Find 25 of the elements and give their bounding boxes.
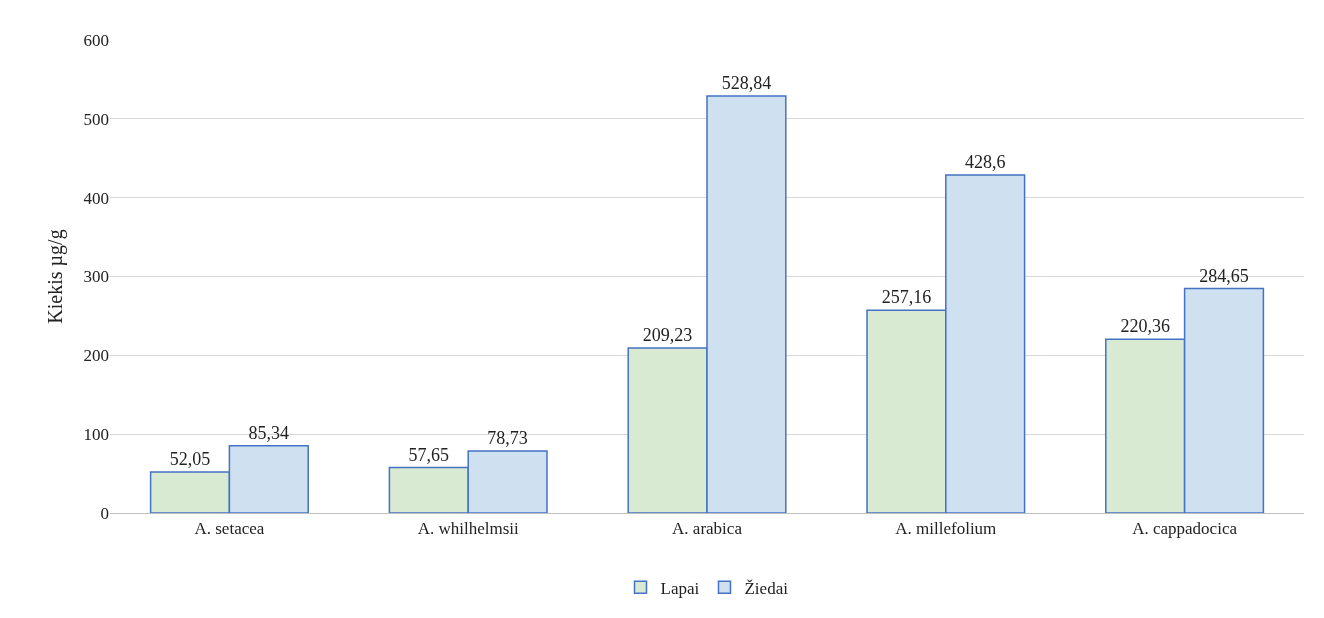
data-label: 52,05 bbox=[169, 448, 211, 469]
data-label: 284,65 bbox=[1199, 265, 1249, 286]
x-tick-label: A. whilhelmsii bbox=[417, 519, 519, 539]
x-tick-label: A. arabica bbox=[672, 519, 743, 539]
y-tick-label: 500 bbox=[83, 109, 109, 129]
data-label: 428,6 bbox=[964, 152, 1006, 173]
y-axis-title: Kiekis µg/g bbox=[44, 229, 67, 324]
x-tick-label: A. millefolium bbox=[895, 519, 997, 539]
data-label: 78,73 bbox=[487, 427, 528, 448]
data-label: 220,36 bbox=[1120, 316, 1170, 337]
legend-label: Žiedai bbox=[744, 578, 789, 598]
y-tick-label: 300 bbox=[83, 267, 109, 287]
y-tick-label: 100 bbox=[83, 425, 109, 445]
data-label: 209,23 bbox=[642, 325, 693, 346]
y-tick-label: 200 bbox=[83, 346, 109, 366]
legend-label: Lapai bbox=[660, 578, 700, 598]
y-tick-label: 600 bbox=[83, 30, 109, 50]
data-label: 257,16 bbox=[881, 287, 932, 308]
y-tick-label: 400 bbox=[83, 188, 109, 208]
x-tick-label: A. cappadocica bbox=[1132, 519, 1238, 539]
data-label: 57,65 bbox=[408, 444, 450, 465]
y-tick-label: 0 bbox=[100, 503, 109, 523]
data-label: 528,84 bbox=[721, 73, 772, 94]
data-label: 85,34 bbox=[248, 422, 290, 443]
x-tick-label: A. setacea bbox=[194, 519, 265, 539]
